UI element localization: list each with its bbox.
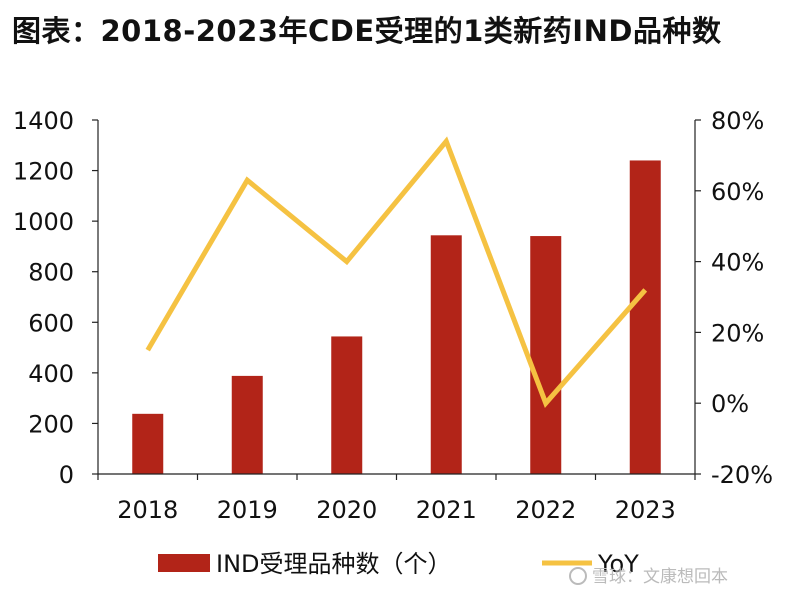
left-tick-label: 200 <box>28 410 74 438</box>
bar-2018 <box>132 413 164 474</box>
x-tick-label: 2018 <box>117 496 178 524</box>
legend-bar-label: IND受理品种数（个） <box>216 550 452 578</box>
left-tick-label: 1000 <box>13 208 74 236</box>
right-tick-label: 20% <box>711 319 764 347</box>
bar-2019 <box>231 375 263 474</box>
x-tick-label: 2021 <box>416 496 477 524</box>
bar-2020 <box>331 336 363 474</box>
bar-2023 <box>629 160 661 474</box>
x-tick-label: 2023 <box>615 496 676 524</box>
right-tick-label: 60% <box>711 178 764 206</box>
x-tick-label: 2019 <box>217 496 278 524</box>
left-tick-label: 0 <box>59 461 74 489</box>
watermark-text: 雪球：文康想回本 <box>592 567 728 587</box>
x-tick-label: 2020 <box>316 496 377 524</box>
legend-line-label: YoY <box>597 550 639 578</box>
right-tick-label: 0% <box>711 390 749 418</box>
bar-2022 <box>530 236 562 474</box>
bar-2021 <box>430 235 462 474</box>
yoy-line <box>145 136 648 408</box>
snowball-logo-icon <box>569 567 587 585</box>
left-tick-label: 1400 <box>13 107 74 135</box>
left-tick-label: 600 <box>28 309 74 337</box>
right-tick-label: 40% <box>711 249 764 277</box>
right-tick-label: 80% <box>711 107 764 135</box>
x-tick-label: 2022 <box>515 496 576 524</box>
left-tick-label: 1200 <box>13 158 74 186</box>
chart-title: 图表：2018-2023年CDE受理的1类新药IND品种数 <box>12 14 722 48</box>
right-tick-label: -20% <box>711 461 773 489</box>
left-tick-label: 400 <box>28 360 74 388</box>
legend-bar-swatch <box>158 554 210 572</box>
left-tick-label: 800 <box>28 259 74 287</box>
